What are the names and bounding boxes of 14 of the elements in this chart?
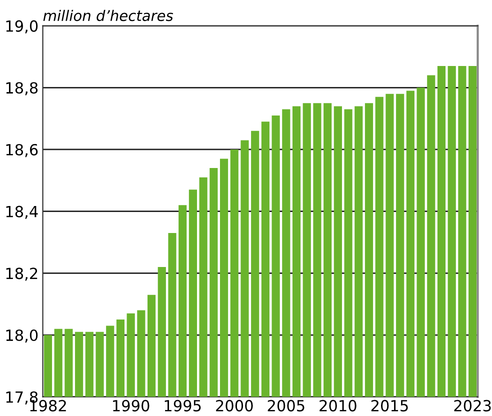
y-tick-label: 19,0 (6, 20, 38, 34)
x-tick-label: 2010 (320, 400, 356, 412)
x-tick-label: 1990 (113, 400, 150, 412)
x-tick-label: 2015 (371, 400, 408, 412)
y-tick-label: 18,2 (6, 268, 38, 281)
y-tick-label: 18,0 (6, 329, 38, 343)
y-axis-title: million d’hectares (43, 10, 174, 22)
x-tick-label: 2000 (216, 400, 253, 412)
y-tick-label: 18,6 (6, 144, 38, 158)
y-tick-label: 18,4 (6, 206, 38, 219)
x-tick-label: 2005 (268, 400, 304, 412)
x-tick-label: 2023 (454, 400, 491, 412)
y-tick-label: 18,8 (6, 82, 38, 96)
x-tick-label: 1995 (164, 400, 201, 412)
